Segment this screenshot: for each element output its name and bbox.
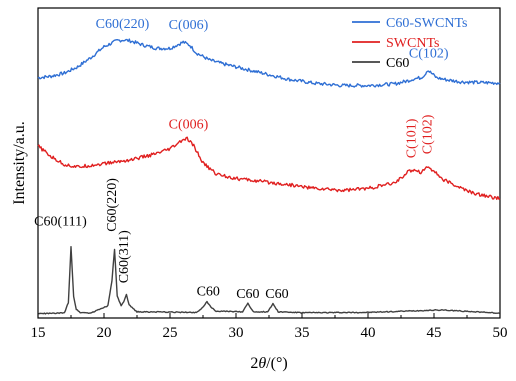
legend-label-c60-swcnts: C60-SWCNTs: [386, 16, 467, 31]
series-line-c60: [37, 245, 501, 315]
x-axis-ticks: 15 20 25 30 35 40 45 50: [31, 313, 508, 341]
x-tick-label: 45: [427, 325, 442, 341]
legend-label-swcnts: SWCNTs: [386, 36, 439, 51]
ann-c60-c: C60: [265, 287, 288, 302]
peak-annotations: C60(220) C(006)C(102)C(006) C(101) C(102)C6…: [34, 17, 449, 302]
ann-c102-blue: C(102): [409, 47, 449, 62]
legend: C60-SWCNTs SWCNTs C60: [352, 16, 467, 71]
ann-c006-red: C(006): [169, 117, 209, 132]
x-axis-label: 2θ/(°): [250, 355, 287, 372]
series-line-swcnts: [37, 136, 501, 200]
x-axis-label-var: θ: [258, 355, 266, 372]
series-line-c60-swcnts: [37, 38, 501, 88]
x-tick-label: 35: [295, 325, 310, 341]
x-tick-label: 50: [493, 325, 508, 341]
series-layer: [37, 38, 501, 315]
x-tick-label: 15: [31, 325, 46, 341]
x-tick-label: 25: [163, 325, 178, 341]
ann-c60-111: C60(111): [34, 215, 87, 230]
ann-c102-red: C(102): [420, 114, 435, 154]
x-axis-label-unit: /(°): [266, 355, 288, 372]
ann-c60-220-blue: C60(220): [96, 17, 150, 32]
ann-c101-red: C(101): [405, 118, 420, 158]
ann-c006-blue: C(006): [169, 18, 209, 33]
ann-c60-b: C60: [236, 287, 259, 302]
ann-c60-a: C60: [197, 285, 220, 300]
legend-label-c60: C60: [386, 56, 409, 71]
x-tick-label: 40: [361, 325, 376, 341]
x-tick-label: 30: [229, 325, 244, 341]
ann-c60-220-black: C60(220): [105, 178, 120, 232]
x-axis-label-prefix: 2: [250, 355, 258, 372]
x-tick-label: 20: [97, 325, 112, 341]
ann-c60-311: C60(311): [117, 230, 132, 283]
y-axis-label: Intensity/a.u.: [11, 121, 28, 205]
